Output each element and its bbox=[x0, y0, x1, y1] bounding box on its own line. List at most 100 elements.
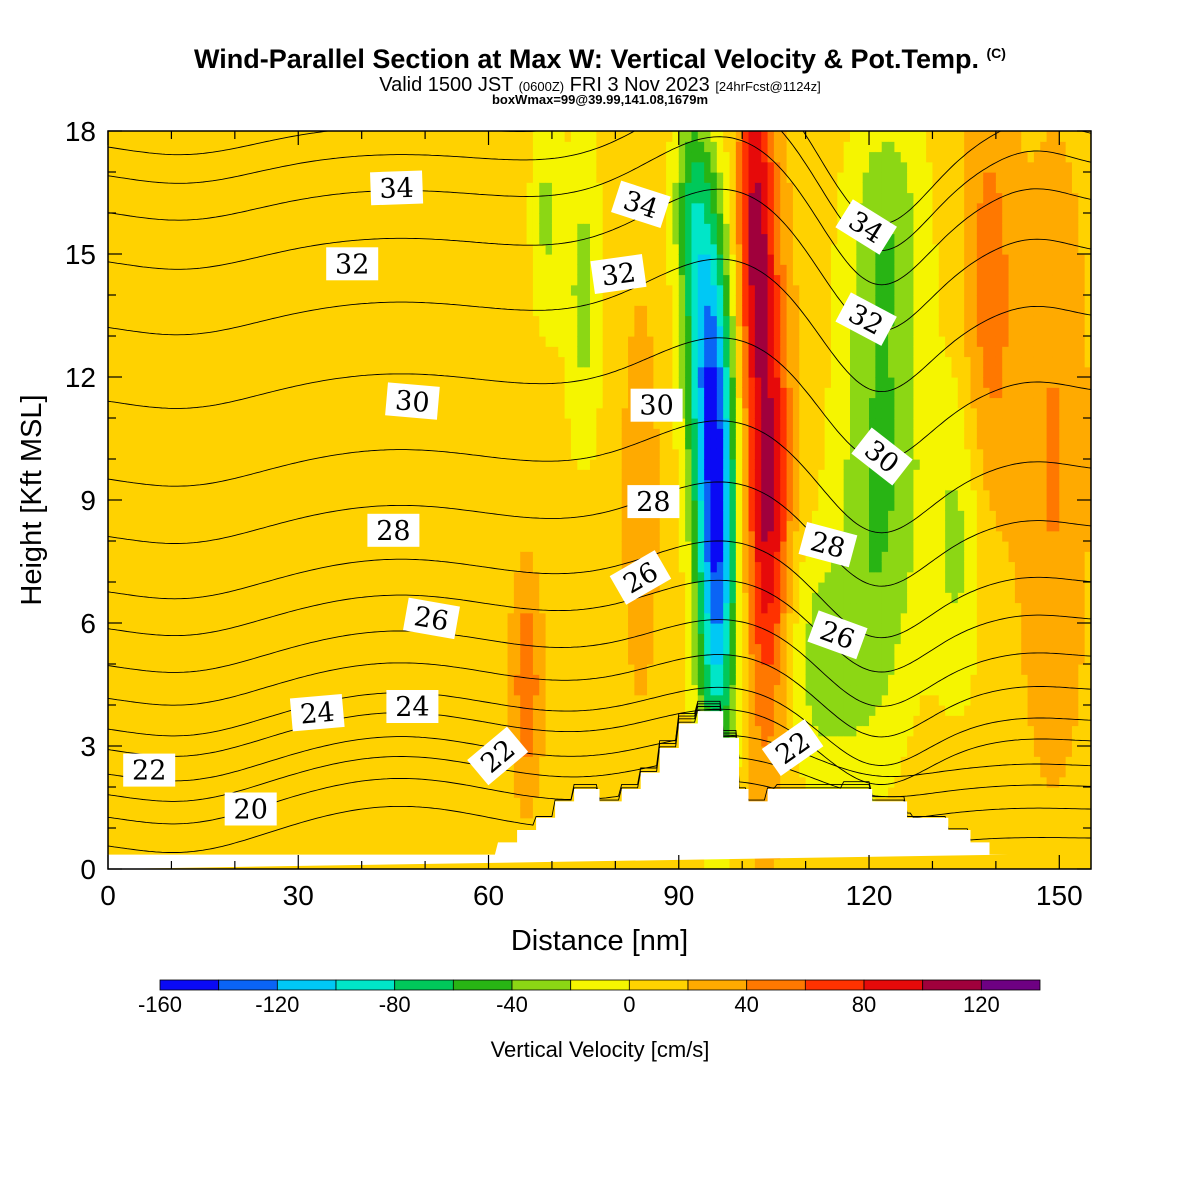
field-cell bbox=[380, 346, 388, 358]
field-cell bbox=[298, 151, 306, 163]
field-cell bbox=[190, 664, 198, 675]
field-cell bbox=[114, 223, 122, 235]
field-cell bbox=[507, 530, 515, 542]
field-cell bbox=[158, 172, 166, 183]
field-cell bbox=[399, 602, 407, 614]
field-cell bbox=[171, 325, 179, 337]
field-cell bbox=[291, 541, 299, 552]
field-cell bbox=[532, 787, 540, 798]
field-cell bbox=[374, 356, 382, 368]
field-cell bbox=[475, 735, 483, 747]
field-cell bbox=[266, 653, 274, 665]
field-cell bbox=[348, 448, 356, 460]
field-cell bbox=[127, 684, 134, 696]
field-cell bbox=[329, 315, 337, 327]
field-cell bbox=[532, 582, 540, 593]
field-cell bbox=[114, 325, 122, 337]
field-cell bbox=[272, 541, 280, 552]
field-cell bbox=[158, 797, 166, 809]
field-cell bbox=[475, 254, 483, 265]
field-cell bbox=[253, 397, 261, 409]
field-cell bbox=[120, 223, 128, 235]
field-cell bbox=[190, 571, 198, 583]
field-cell bbox=[450, 438, 458, 450]
field-cell bbox=[437, 182, 445, 194]
field-cell bbox=[165, 571, 173, 583]
field-cell bbox=[494, 571, 502, 583]
field-cell bbox=[266, 479, 274, 491]
field-cell bbox=[469, 602, 477, 614]
field-cell bbox=[437, 858, 445, 869]
field-cell bbox=[120, 243, 128, 255]
field-cell bbox=[355, 172, 363, 183]
field-cell bbox=[266, 254, 274, 265]
field-cell bbox=[253, 438, 261, 450]
field-cell bbox=[196, 284, 204, 296]
field-cell bbox=[520, 202, 528, 214]
field-cell bbox=[488, 530, 496, 542]
field-cell bbox=[253, 243, 261, 255]
field-cell bbox=[336, 305, 344, 317]
field-cell bbox=[425, 592, 433, 604]
field-cell bbox=[120, 735, 128, 747]
field-cell bbox=[482, 592, 490, 604]
field-cell bbox=[114, 602, 122, 614]
field-cell bbox=[234, 418, 242, 429]
field-cell bbox=[418, 510, 426, 522]
field-cell bbox=[406, 366, 414, 378]
field-cell bbox=[241, 213, 249, 224]
field-cell bbox=[184, 356, 192, 368]
field-cell bbox=[165, 356, 173, 368]
field-cell bbox=[120, 828, 128, 839]
field-cell bbox=[456, 356, 464, 368]
field-cell bbox=[456, 633, 464, 645]
field-cell bbox=[380, 377, 388, 388]
field-cell bbox=[463, 684, 471, 696]
field-cell bbox=[380, 336, 388, 347]
field-cell bbox=[108, 705, 115, 716]
field-cell bbox=[190, 633, 198, 645]
field-cell bbox=[482, 182, 490, 194]
field-cell bbox=[247, 397, 255, 409]
field-cell bbox=[348, 643, 356, 655]
field-cell bbox=[127, 428, 134, 440]
field-cell bbox=[317, 459, 325, 470]
field-cell bbox=[329, 828, 337, 839]
field-cell bbox=[120, 838, 128, 850]
field-cell bbox=[171, 243, 179, 255]
field-cell bbox=[494, 295, 502, 306]
field-cell bbox=[450, 223, 458, 235]
field-cell bbox=[114, 274, 122, 286]
field-cell bbox=[507, 858, 515, 869]
field-cell bbox=[329, 387, 337, 399]
field-cell bbox=[456, 817, 464, 829]
field-cell bbox=[177, 520, 185, 532]
field-cell bbox=[488, 233, 496, 245]
field-cell bbox=[507, 664, 515, 675]
field-cell bbox=[234, 295, 242, 306]
field-cell bbox=[120, 284, 128, 296]
field-cell bbox=[266, 202, 274, 214]
field-cell bbox=[165, 397, 173, 409]
field-cell bbox=[114, 500, 122, 511]
field-cell bbox=[342, 223, 350, 235]
field-cell bbox=[463, 838, 471, 850]
field-cell bbox=[545, 858, 553, 869]
field-cell bbox=[368, 776, 375, 788]
field-cell bbox=[469, 172, 477, 183]
field-cell bbox=[418, 592, 426, 604]
field-cell bbox=[114, 151, 122, 163]
field-cell bbox=[380, 705, 388, 716]
field-cell bbox=[418, 735, 426, 747]
field-cell bbox=[456, 397, 464, 409]
field-cell bbox=[539, 633, 547, 645]
field-cell bbox=[463, 612, 471, 624]
field-cell bbox=[380, 817, 388, 829]
field-cell bbox=[310, 561, 318, 573]
field-cell bbox=[456, 766, 464, 778]
field-cell bbox=[177, 397, 185, 409]
field-cell bbox=[526, 438, 534, 450]
field-cell bbox=[393, 551, 401, 563]
field-cell bbox=[501, 243, 509, 255]
field-cell bbox=[425, 725, 433, 737]
